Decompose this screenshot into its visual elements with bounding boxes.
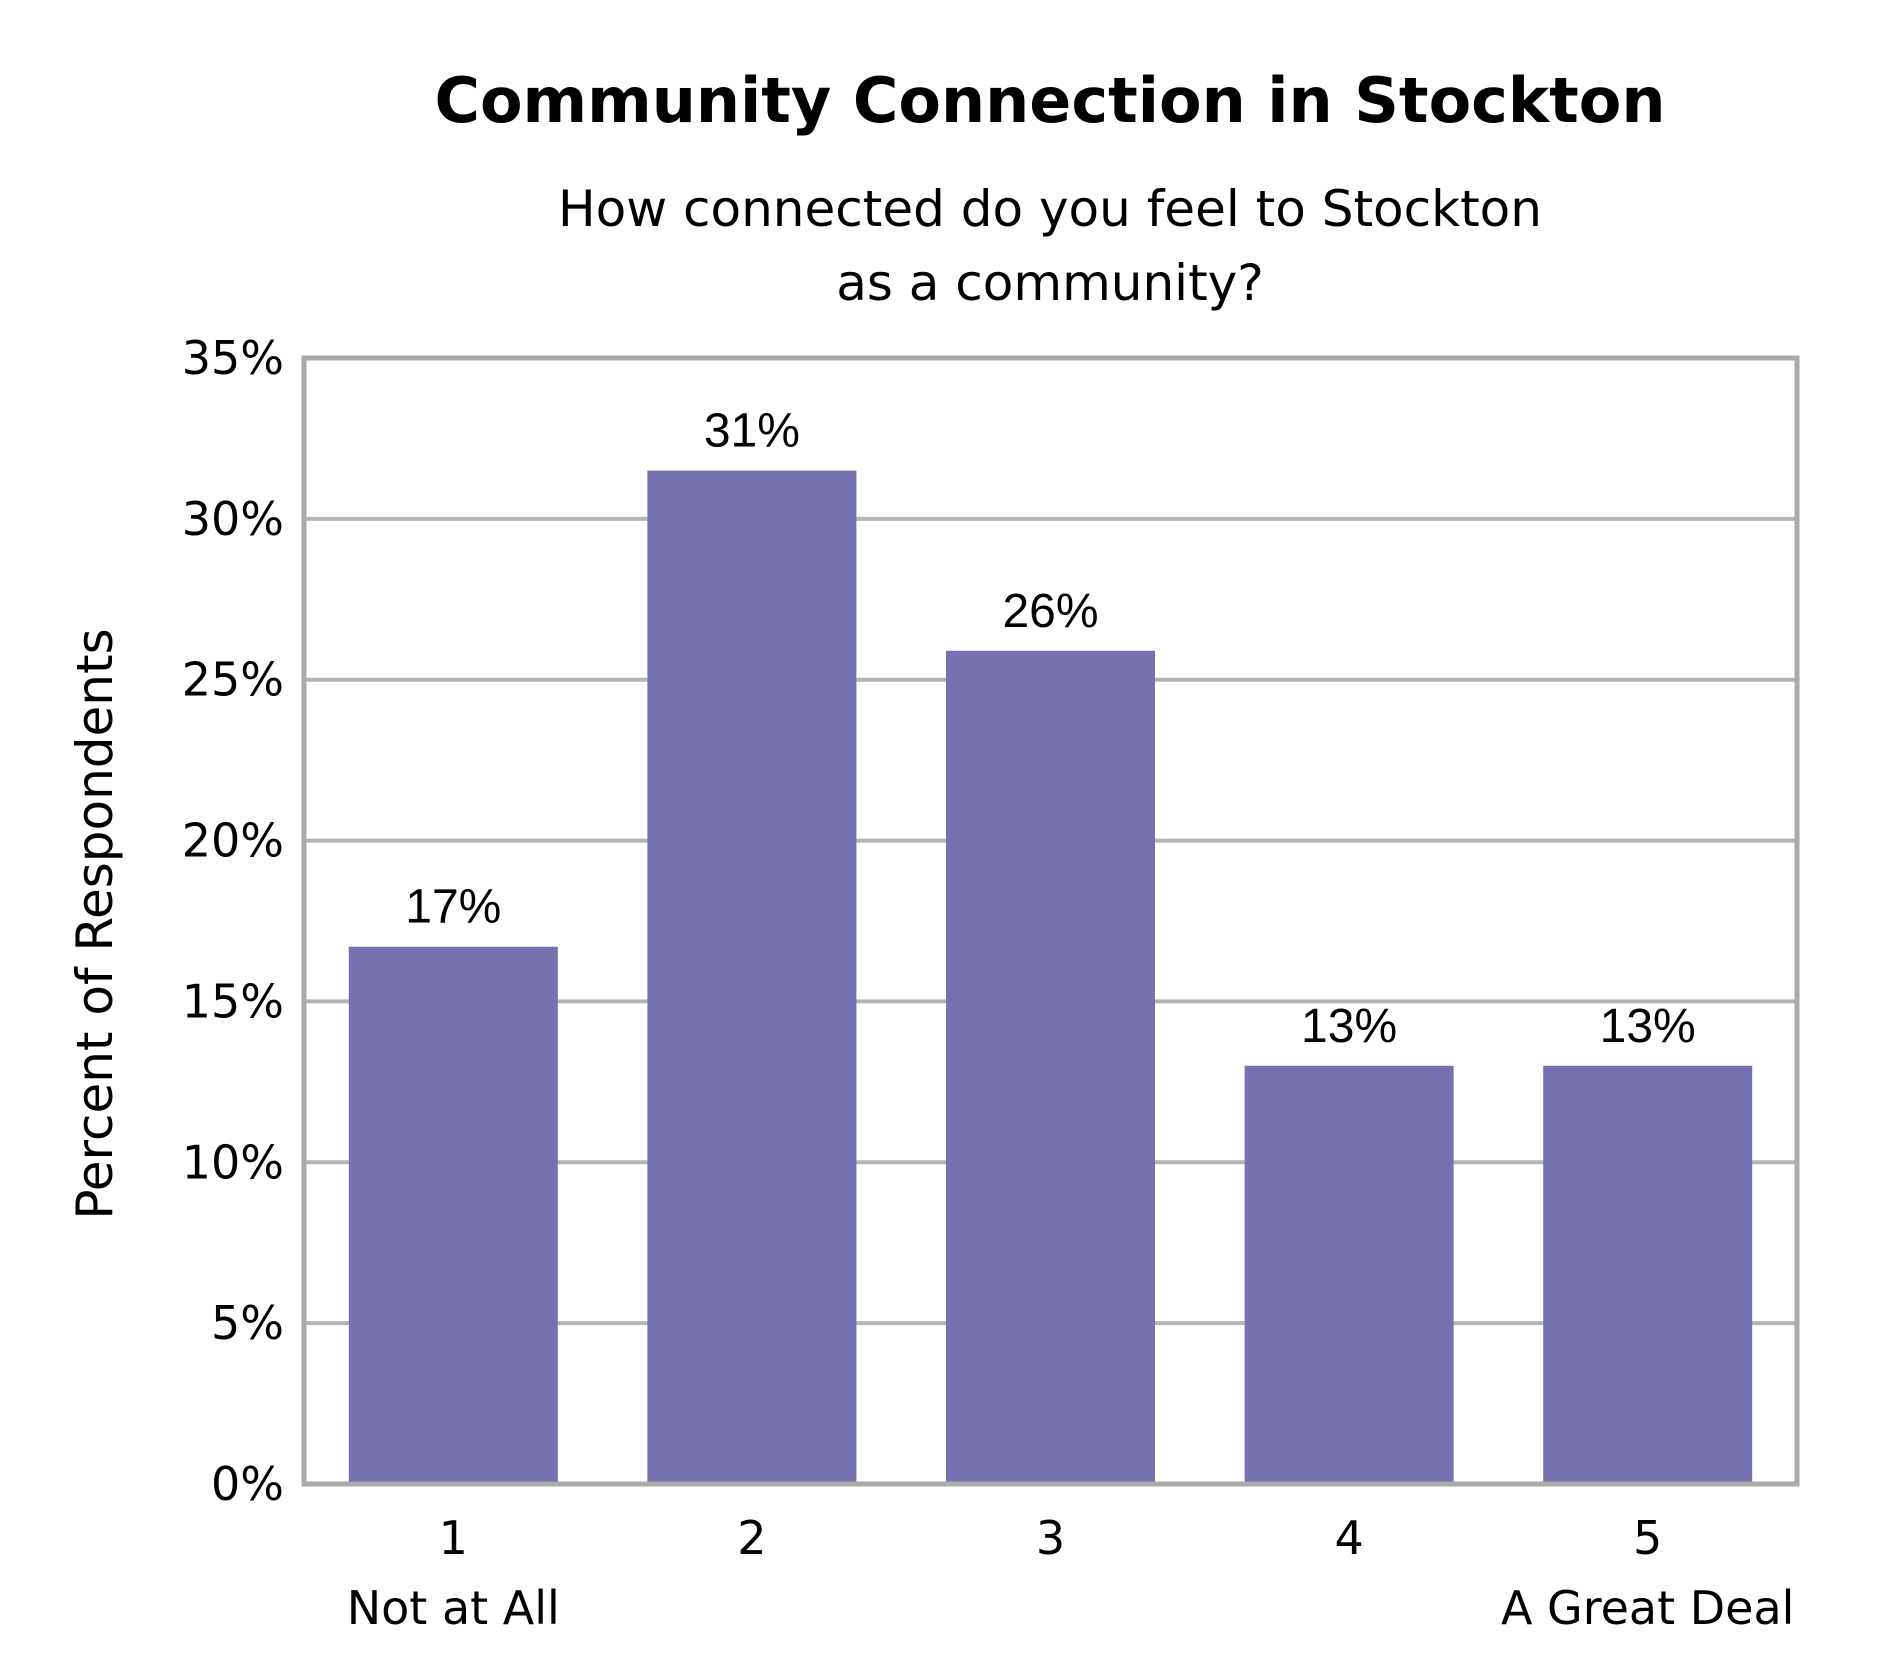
data-label: 31% — [704, 405, 800, 458]
chart-title: Community Connection in Stockton — [434, 64, 1665, 137]
y-tick-label: 25% — [182, 653, 284, 707]
x-tick-sublabel: A Great Deal — [1501, 1581, 1794, 1635]
bar-3 — [945, 650, 1156, 1484]
data-label: 17% — [405, 881, 501, 934]
x-tick-label: 2 — [737, 1511, 766, 1565]
y-tick-label: 0% — [211, 1457, 284, 1511]
x-tick-label: 1 — [439, 1511, 468, 1565]
chart-subtitle-line-2: as a community? — [836, 254, 1264, 312]
x-tick-label: 3 — [1036, 1511, 1065, 1565]
y-axis-ticks: 0% 5% 10% 15% 20% 25% 30% 35% — [182, 331, 284, 1511]
bar-4 — [1244, 1065, 1454, 1484]
data-label: 13% — [1301, 1000, 1397, 1053]
data-label: 13% — [1600, 1000, 1696, 1053]
x-tick-sublabel: Not at All — [347, 1581, 560, 1635]
y-tick-label: 35% — [182, 331, 284, 385]
y-tick-label: 15% — [182, 974, 284, 1028]
bar-1 — [348, 946, 558, 1484]
data-labels: 17% 31% 26% 13% 13% — [405, 405, 1695, 1053]
bar-5 — [1543, 1065, 1753, 1484]
data-label: 26% — [1002, 585, 1098, 638]
chart-subtitle-line-1: How connected do you feel to Stockton — [558, 180, 1542, 238]
y-tick-label: 20% — [182, 814, 284, 868]
bar-2 — [647, 470, 857, 1485]
plot-frame — [301, 355, 1800, 1487]
x-tick-label: 5 — [1633, 1511, 1662, 1565]
x-tick-label: 4 — [1334, 1511, 1363, 1565]
y-axis-label: Percent of Respondents — [66, 628, 124, 1219]
y-tick-label: 10% — [182, 1135, 284, 1189]
x-axis-ticks: 1 Not at All 2 3 4 5 A Great Deal — [347, 1511, 1795, 1635]
y-tick-label: 30% — [182, 492, 284, 546]
y-tick-label: 5% — [211, 1296, 284, 1350]
bars — [348, 470, 1753, 1485]
plot-border — [301, 355, 1800, 1487]
